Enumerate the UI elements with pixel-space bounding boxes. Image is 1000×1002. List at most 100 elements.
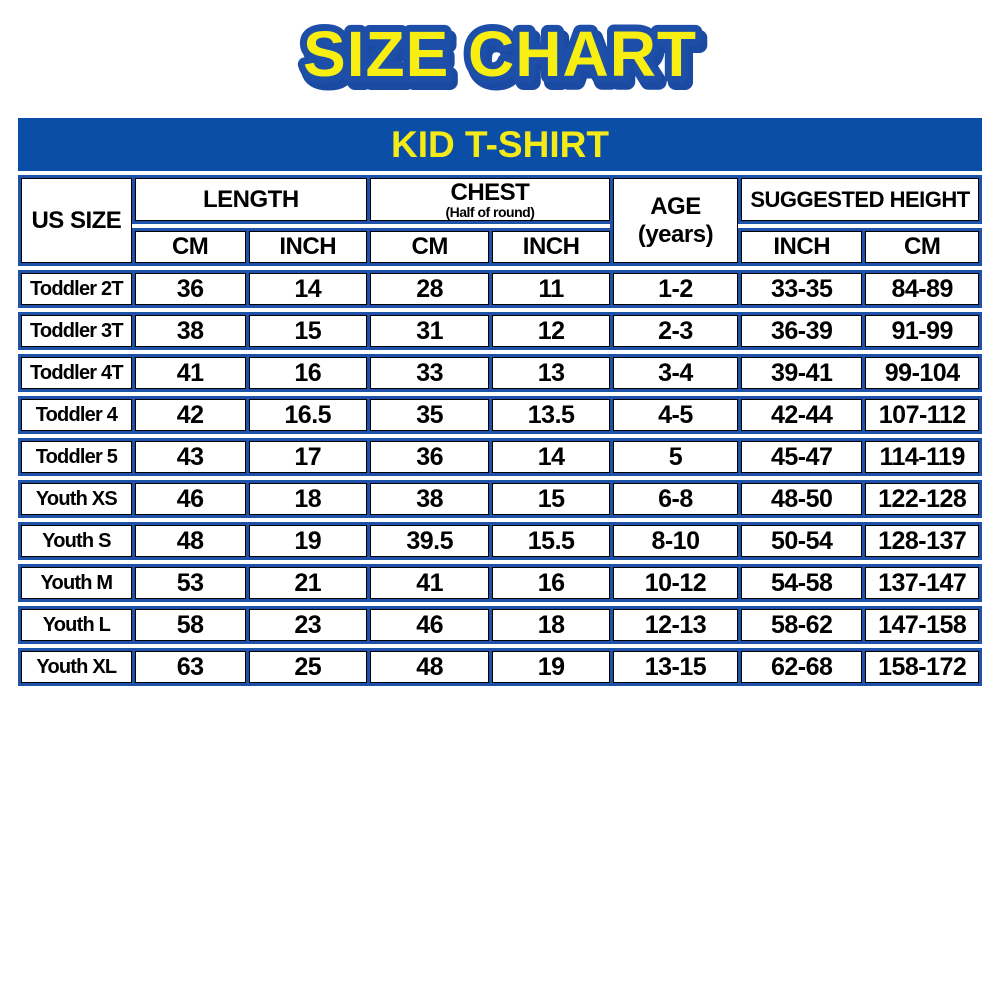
cell-length-cm: 38 (131, 312, 246, 350)
cell-length-inch: 19 (245, 522, 367, 560)
cell-height-inch: 48-50 (738, 480, 863, 518)
cell-height-cm: 99-104 (862, 354, 982, 392)
cell-chest-cm: 33 (366, 354, 490, 392)
cell-chest-cm: 36 (366, 438, 490, 476)
cell-length-inch: 16.5 (245, 396, 367, 434)
cell-length-cm: 43 (131, 438, 246, 476)
cell-height-cm: 122-128 (862, 480, 982, 518)
table-row: Youth M 53 21 41 16 10-12 54-58 137-147 (18, 564, 982, 602)
cell-us-size: Youth L (18, 606, 132, 644)
cell-us-size: Toddler 4T (18, 354, 132, 392)
cell-height-cm: 137-147 (862, 564, 982, 602)
cell-height-cm: 128-137 (862, 522, 982, 560)
cell-chest-inch: 11 (489, 270, 610, 308)
table-row: Youth XL 63 25 48 19 13-15 62-68 158-172 (18, 648, 982, 686)
cell-length-cm: 58 (131, 606, 246, 644)
title-shadow-text: SIZE CHART (307, 24, 701, 96)
col-header-length: LENGTH (131, 175, 367, 224)
cell-length-cm: 41 (131, 354, 246, 392)
cell-us-size: Youth XL (18, 648, 132, 686)
cell-length-cm: 48 (131, 522, 246, 560)
cell-height-inch: 50-54 (738, 522, 863, 560)
cell-height-inch: 36-39 (738, 312, 863, 350)
cell-age: 8-10 (609, 522, 739, 560)
table-row: Toddler 4T 41 16 33 13 3-4 39-41 99-104 (18, 354, 982, 392)
cell-age: 5 (609, 438, 739, 476)
cell-length-inch: 18 (245, 480, 367, 518)
cell-height-cm: 91-99 (862, 312, 982, 350)
table-row: Youth XS 46 18 38 15 6-8 48-50 122-128 (18, 480, 982, 518)
cell-height-inch: 62-68 (738, 648, 863, 686)
cell-height-cm: 114-119 (862, 438, 982, 476)
cell-length-inch: 17 (245, 438, 367, 476)
cell-chest-cm: 28 (366, 270, 490, 308)
cell-us-size: Toddler 2T (18, 270, 132, 308)
cell-us-size: Toddler 5 (18, 438, 132, 476)
table-row: Youth S 48 19 39.5 15.5 8-10 50-54 128-1… (18, 522, 982, 560)
cell-length-inch: 14 (245, 270, 367, 308)
cell-chest-cm: 38 (366, 480, 490, 518)
unit-length-inch: INCH (245, 228, 367, 266)
unit-chest-cm: CM (366, 228, 490, 266)
unit-length-cm: CM (131, 228, 246, 266)
cell-age: 4-5 (609, 396, 739, 434)
title-text: SIZE CHART (303, 18, 697, 90)
age-label: AGE (650, 192, 701, 220)
header-unit-row: CM INCH CM INCH INCH CM (18, 228, 982, 266)
table-row: Toddler 3T 38 15 31 12 2-3 36-39 91-99 (18, 312, 982, 350)
table-row: Toddler 2T 36 14 28 11 1-2 33-35 84-89 (18, 270, 982, 308)
table-row: Toddler 5 43 17 36 14 5 45-47 114-119 (18, 438, 982, 476)
cell-chest-cm: 35 (366, 396, 490, 434)
cell-age: 6-8 (609, 480, 739, 518)
table-row: Youth L 58 23 46 18 12-13 58-62 147-158 (18, 606, 982, 644)
cell-us-size: Toddler 3T (18, 312, 132, 350)
cell-chest-inch: 13 (489, 354, 610, 392)
col-header-age: AGE (years) (609, 175, 739, 266)
cell-chest-inch: 18 (489, 606, 610, 644)
cell-chest-inch: 13.5 (489, 396, 610, 434)
size-table: US SIZE LENGTH CHEST (Half of round) AGE… (18, 171, 982, 690)
cell-age: 2-3 (609, 312, 739, 350)
cell-chest-cm: 48 (366, 648, 490, 686)
cell-length-cm: 63 (131, 648, 246, 686)
cell-length-cm: 42 (131, 396, 246, 434)
cell-height-cm: 107-112 (862, 396, 982, 434)
cell-height-inch: 54-58 (738, 564, 863, 602)
cell-height-inch: 58-62 (738, 606, 863, 644)
cell-length-cm: 36 (131, 270, 246, 308)
cell-chest-cm: 31 (366, 312, 490, 350)
page-title: SIZE CHART SIZE CHART SIZE CHART (0, 6, 1000, 118)
unit-height-inch: INCH (738, 228, 863, 266)
cell-length-inch: 25 (245, 648, 367, 686)
cell-age: 1-2 (609, 270, 739, 308)
cell-us-size: Youth S (18, 522, 132, 560)
cell-height-inch: 45-47 (738, 438, 863, 476)
cell-age: 3-4 (609, 354, 739, 392)
cell-us-size: Youth XS (18, 480, 132, 518)
unit-height-cm: CM (862, 228, 982, 266)
cell-chest-cm: 39.5 (366, 522, 490, 560)
chest-sublabel: (Half of round) (445, 204, 535, 220)
cell-height-cm: 158-172 (862, 648, 982, 686)
cell-chest-inch: 15.5 (489, 522, 610, 560)
cell-length-cm: 46 (131, 480, 246, 518)
cell-height-inch: 33-35 (738, 270, 863, 308)
cell-chest-inch: 12 (489, 312, 610, 350)
cell-length-inch: 21 (245, 564, 367, 602)
cell-height-cm: 147-158 (862, 606, 982, 644)
cell-us-size: Youth M (18, 564, 132, 602)
header-group-row: US SIZE LENGTH CHEST (Half of round) AGE… (18, 175, 982, 266)
cell-age: 10-12 (609, 564, 739, 602)
table-row: Toddler 4 42 16.5 35 13.5 4-5 42-44 107-… (18, 396, 982, 434)
cell-age: 13-15 (609, 648, 739, 686)
cell-chest-inch: 19 (489, 648, 610, 686)
cell-length-inch: 23 (245, 606, 367, 644)
col-header-us-size: US SIZE (18, 175, 132, 266)
cell-us-size: Toddler 4 (18, 396, 132, 434)
cell-length-inch: 16 (245, 354, 367, 392)
cell-height-inch: 39-41 (738, 354, 863, 392)
cell-chest-cm: 41 (366, 564, 490, 602)
chest-label: CHEST (450, 179, 530, 206)
unit-chest-inch: INCH (489, 228, 610, 266)
